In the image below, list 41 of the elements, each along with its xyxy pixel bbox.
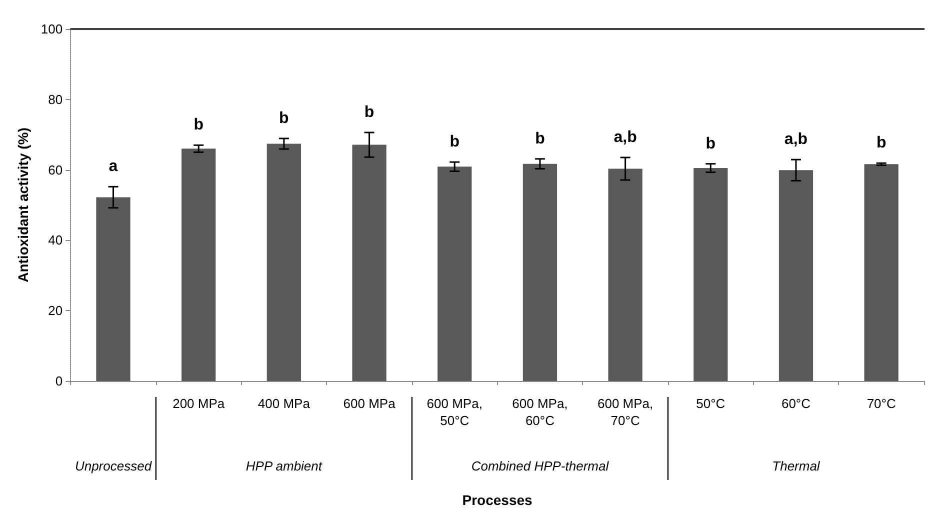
y-tick-label: 60 (48, 162, 63, 178)
y-tick-label: 20 (48, 303, 63, 318)
y-axis-title: Antioxidant activity (%) (15, 128, 31, 282)
text: Unprocessed (74, 458, 152, 474)
bar (608, 168, 642, 381)
bar (864, 164, 898, 381)
data-label: a,b (614, 128, 638, 146)
x-tick-label: 600 MPa, 50°C (426, 396, 482, 428)
bar (778, 170, 814, 381)
x-tick-label: 400 MPa (258, 396, 311, 411)
data-label: b (364, 104, 374, 121)
data-label: a (108, 158, 118, 176)
data-label: b (279, 110, 290, 127)
data-label: b (706, 135, 716, 152)
data-label: b (876, 134, 886, 152)
x-tick-label: 600 MPa (343, 396, 396, 411)
data-label: b (450, 134, 460, 151)
x-tick-label: 50°C (696, 396, 726, 411)
bar (694, 168, 728, 381)
bar (182, 148, 216, 381)
bar (266, 144, 302, 381)
x-axis-title: Processes (462, 492, 533, 508)
y-tick-label: 80 (48, 92, 63, 107)
y-tick-label: 100 (40, 22, 63, 36)
data-label: a,b (784, 131, 808, 148)
text: HPP ambient (246, 458, 324, 474)
data-label: b (535, 130, 546, 148)
bar (352, 144, 386, 381)
bar (522, 164, 558, 381)
x-tick-label: 600 MPa, 70°C (597, 396, 654, 428)
text: Thermal (772, 458, 821, 474)
bar (438, 166, 472, 381)
text: Combined HPP-thermal (471, 458, 610, 474)
data-label: b (194, 116, 204, 134)
y-tick-label: 0 (55, 374, 63, 388)
bar (96, 197, 130, 381)
y-tick-label: 40 (48, 232, 63, 248)
x-tick-label: 600 MPa, 60°C (512, 396, 568, 428)
x-tick-label: 70°C (866, 396, 896, 411)
x-tick-label: 60°C (781, 396, 811, 411)
x-tick-label: 200 MPa (172, 396, 226, 411)
